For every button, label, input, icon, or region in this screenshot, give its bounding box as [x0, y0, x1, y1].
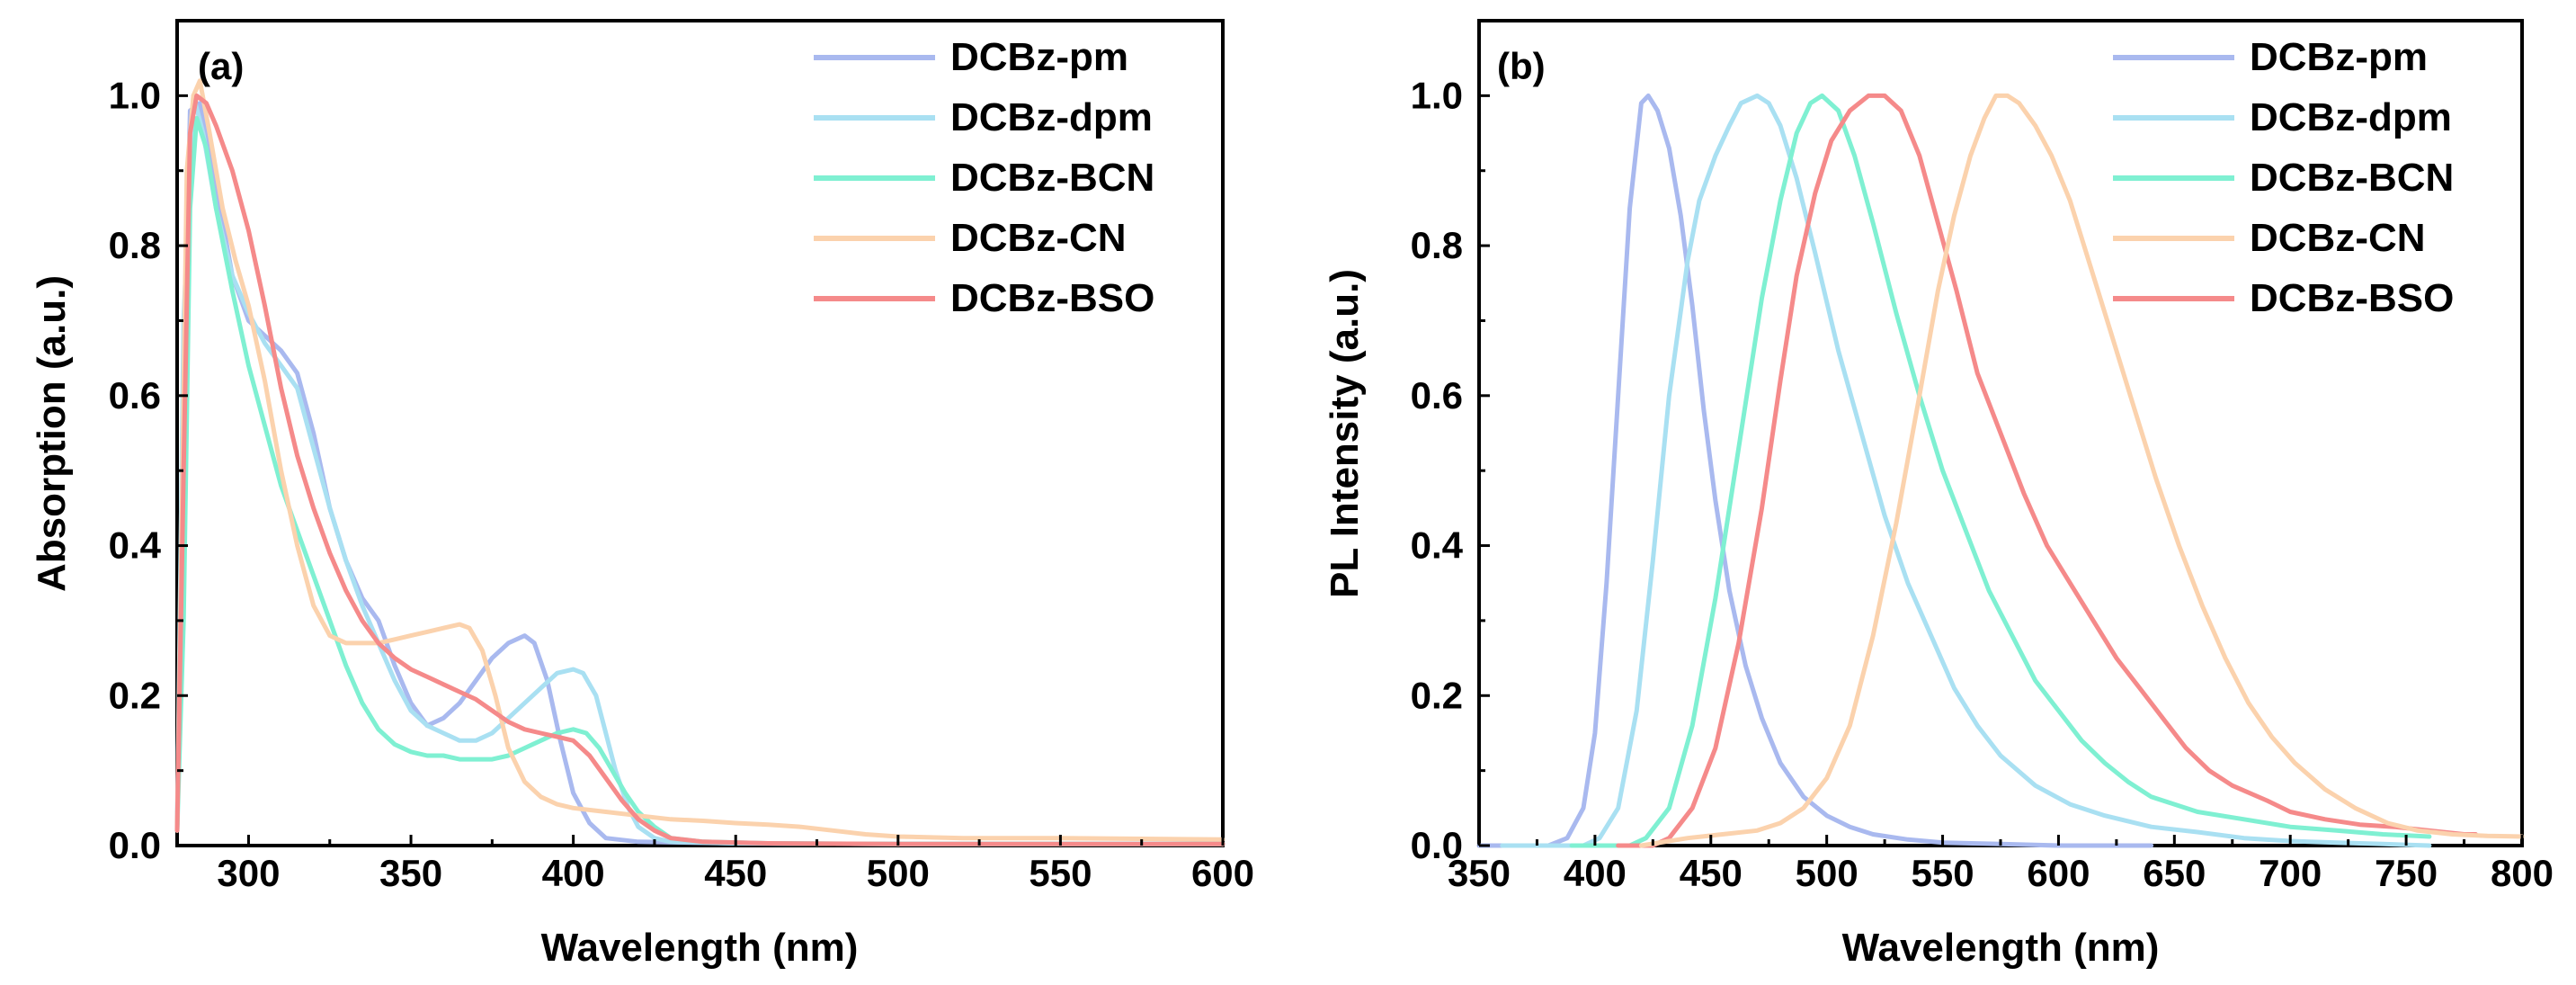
series-line-dcbz-dpm: [1500, 93, 2432, 848]
series-line-dcbz-cn: [1638, 93, 2525, 848]
x-tick-label: 700: [2259, 852, 2322, 894]
legend-label: DCBz-pm: [950, 35, 1128, 79]
legend-label: DCBz-CN: [950, 216, 1127, 260]
x-tick-label: 500: [1796, 852, 1858, 894]
series-line-dcbz-pm: [174, 101, 1226, 846]
panel-label-b: (b): [1497, 45, 1546, 87]
x-tick-label: 750: [2375, 852, 2438, 894]
legend-a: DCBz-pm DCBz-dpm DCBz-BCN DCBz-CN DCBz-BSO: [814, 35, 1154, 320]
y-tick-label: 1.0: [1411, 74, 1463, 116]
x-tick-label: 550: [1029, 852, 1092, 894]
x-tick-label: 600: [1191, 852, 1254, 894]
x-tick-label: 450: [704, 852, 767, 894]
legend-label: DCBz-BCN: [950, 156, 1154, 200]
panel-b: 350 400 450 500 550 600 650 700 750 800 0.0 0.2 0.4 0…: [1323, 19, 2554, 970]
panel-a: 300 350 400 450 500 550 6000.00.20.40.60.81.0 …: [30, 19, 1254, 970]
x-tick-label: 400: [1564, 852, 1627, 894]
legend-label: DCBz-pm: [2250, 35, 2428, 79]
series-line-dcbz-bso: [174, 93, 1226, 846]
series-line-dcbz-dpm: [174, 93, 1226, 846]
legend-label: DCBz-dpm: [950, 95, 1153, 139]
legend-label: DCBz-BSO: [2250, 276, 2454, 320]
series-line-dcbz-bso: [1616, 93, 2478, 848]
y-axis-title-b: PL Intensity (a.u.): [1323, 269, 1367, 598]
y-tick-label: 0.8: [1411, 224, 1463, 266]
y-axis-title-a: Absorption (a.u.): [30, 275, 74, 592]
series-line-dcbz-bcn: [174, 115, 1226, 846]
y-tick-label: 0.6: [1411, 374, 1463, 416]
y-tick-label: 0.2: [1411, 674, 1463, 716]
x-tick-label: 500: [867, 852, 930, 894]
legend-label: DCBz-BCN: [2250, 156, 2454, 200]
plot-frame-a: [175, 19, 1225, 847]
axis-ticks-b: 350 400 450 500 550 600 650 700 750 800 0.0 0.2 0.4 0…: [1411, 74, 2554, 894]
y-tick-label: 0.4: [1411, 524, 1464, 567]
panel-label-a: (a): [198, 45, 244, 87]
y-tick-label: 0.2: [109, 674, 161, 716]
x-tick-label: 450: [1680, 852, 1743, 894]
x-tick-label: 550: [1912, 852, 1974, 894]
series-line-dcbz-cn: [174, 78, 1226, 842]
x-tick-label: 400: [542, 852, 605, 894]
axis-ticks-a: 300 350 400 450 500 550 600 0.0 0.2 0.4 0.6 0.8 1.0: [109, 74, 1254, 894]
series-lines-a: [174, 78, 1226, 846]
y-tick-label: 0.8: [109, 224, 161, 266]
x-tick-label: 300: [217, 852, 280, 894]
legend-label: DCBz-dpm: [2250, 95, 2452, 139]
y-tick-label: 0.0: [109, 824, 161, 866]
x-tick-label: 800: [2491, 852, 2554, 894]
y-tick-label: 1.0: [109, 74, 161, 116]
legend-label: DCBz-BSO: [950, 276, 1154, 320]
x-axis-title-a: Wavelength (nm): [541, 926, 859, 970]
y-tick-label: 0.4: [109, 524, 162, 567]
x-tick-label: 350: [379, 852, 442, 894]
legend-label: DCBz-CN: [2250, 216, 2426, 260]
x-tick-label: 350: [1448, 852, 1511, 894]
series-line-dcbz-pm: [1476, 93, 2154, 848]
x-tick-label: 600: [2027, 852, 2090, 894]
series-lines-b: [1476, 93, 2525, 848]
series-line-dcbz-bcn: [1569, 93, 2432, 848]
y-tick-label: 0.6: [109, 374, 161, 416]
legend-b: DCBz-pm DCBz-dpm DCBz-BCN DCBz-CN DCBz-BSO: [2113, 35, 2454, 320]
y-tick-label: 0.0: [1411, 824, 1463, 866]
x-axis-title-b: Wavelength (nm): [1842, 926, 2160, 970]
x-tick-label: 650: [2143, 852, 2206, 894]
